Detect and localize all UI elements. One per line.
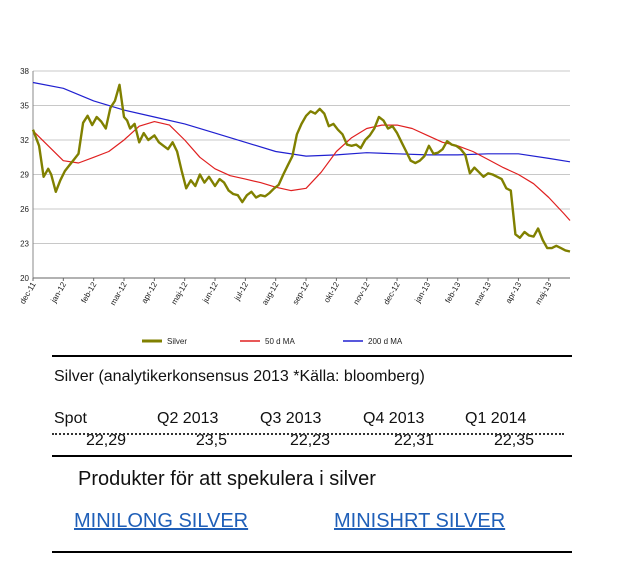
header-q2-2013: Q2 2013 <box>157 410 219 427</box>
dotted-separator <box>52 433 564 435</box>
products-heading: Produkter för att spekulera i silver <box>78 468 376 490</box>
x-tick-label: jul-12 <box>232 280 250 303</box>
x-tick-label: mar-12 <box>108 280 129 307</box>
x-tick-label: feb-12 <box>79 280 98 305</box>
x-tick-label: dec-11 <box>18 280 38 306</box>
y-tick-label: 32 <box>20 136 29 145</box>
x-tick-label: jun-12 <box>200 280 220 305</box>
x-tick-label: jan-12 <box>49 280 69 305</box>
header-q1-2014: Q1 2014 <box>465 410 527 427</box>
legend-silver-label: Silver <box>167 337 187 346</box>
x-tick-label: feb-13 <box>443 280 462 305</box>
header-q4-2013: Q4 2013 <box>363 410 425 427</box>
consensus-header-row: Spot Q2 2013 Q3 2013 Q4 2013 Q1 2014 <box>52 410 572 432</box>
value-q3-2013: 22,23 <box>289 432 330 449</box>
x-tick-label: dec-12 <box>382 280 402 306</box>
x-tick-label: jan-13 <box>413 280 433 305</box>
consensus-heading: Silver (analytikerkonsensus 2013 *Källa:… <box>54 368 425 385</box>
top-divider <box>52 355 572 357</box>
header-spot: Spot <box>54 410 87 427</box>
y-tick-label: 35 <box>20 102 29 111</box>
consensus-table: Spot Q2 2013 Q3 2013 Q4 2013 Q1 2014 22,… <box>52 410 572 454</box>
value-q2-2013: 23,5 <box>195 432 227 449</box>
header-q3-2013: Q3 2013 <box>260 410 322 427</box>
x-tick-label: apr-12 <box>140 280 160 305</box>
minilong-silver-link[interactable]: MINILONG SILVER <box>74 510 249 532</box>
x-tick-label: nov-12 <box>351 280 371 306</box>
x-tick-label: okt-12 <box>322 280 341 304</box>
y-tick-label: 20 <box>20 274 29 283</box>
value-q1-2014: 22,35 <box>493 432 534 449</box>
value-q4-2013: 22,31 <box>393 432 434 449</box>
x-tick-label: maj-12 <box>169 280 189 306</box>
consensus-value-row: 22,29 23,5 22,23 22,31 22,35 <box>52 432 572 454</box>
legend-200d-ma-label: 200 d MA <box>368 337 403 346</box>
y-tick-label: 23 <box>20 240 29 249</box>
table-bottom-rule <box>52 455 572 457</box>
minishrt-silver-link[interactable]: MINISHRT SILVER <box>334 510 506 532</box>
bottom-divider <box>52 551 572 553</box>
legend-50d-ma-label: 50 d MA <box>265 337 295 346</box>
x-tick-label: mar-13 <box>472 280 493 307</box>
silver-series-line <box>31 83 571 253</box>
ma50-series-line <box>32 120 571 221</box>
x-tick-label: aug-12 <box>260 280 281 307</box>
x-tick-label: maj-13 <box>533 280 553 306</box>
y-tick-label: 26 <box>20 205 29 214</box>
y-tick-label: 29 <box>20 171 29 180</box>
value-spot: 22,29 <box>85 432 126 449</box>
x-tick-label: apr-13 <box>504 280 524 305</box>
x-tick-label: sep-12 <box>291 280 311 306</box>
y-tick-label: 38 <box>20 67 29 76</box>
